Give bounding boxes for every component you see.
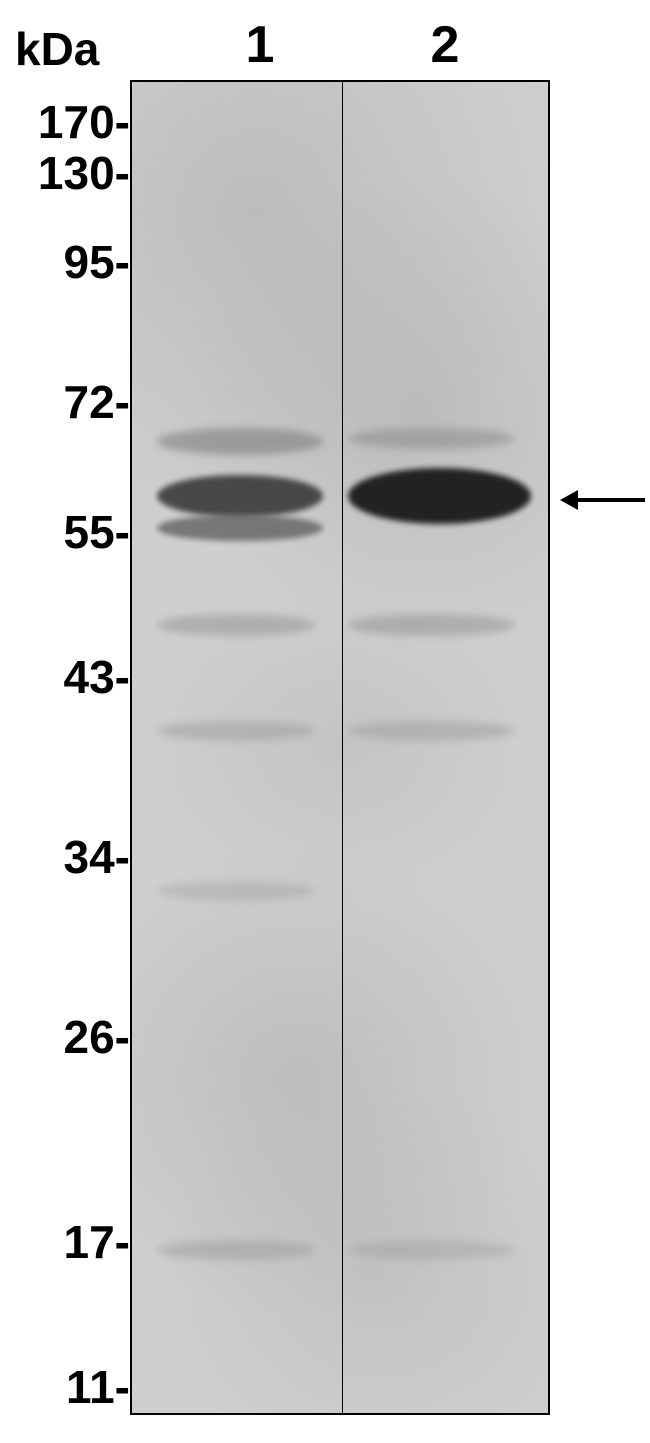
mw-marker-label: 55- [64,505,130,559]
faint-band [157,428,323,455]
faint-band [348,1240,514,1260]
faint-band [157,614,315,635]
faint-band [348,721,514,741]
lane-label: 1 [246,15,275,75]
mw-marker-label: 43- [64,650,130,704]
blot-membrane [130,80,550,1415]
protein-band [157,475,323,518]
faint-band [348,614,514,635]
mw-marker-label: 95- [64,235,130,289]
mw-marker-label: 34- [64,830,130,884]
mw-marker-label: 11- [66,1360,130,1414]
lane-divider [342,82,343,1413]
mw-marker-label: 26- [64,1010,130,1064]
mw-marker-label: 17- [64,1215,130,1269]
kda-unit-label: kDa [15,22,99,76]
faint-band [157,1240,315,1260]
protein-band [157,515,323,542]
faint-band [157,881,315,901]
mw-marker-label: 130- [38,146,130,200]
lane-label: 2 [431,15,460,75]
mw-marker-label: 170- [38,95,130,149]
mw-marker-label: 72- [64,375,130,429]
blot-background-texture [132,82,548,1413]
western-blot-figure: kDa 1 2 170-130- 95- 72- 55- 43- 34- 26- 17- 11- [0,0,650,1443]
protein-band [348,468,531,524]
band-indicator-arrow [560,480,650,520]
faint-band [157,721,315,741]
